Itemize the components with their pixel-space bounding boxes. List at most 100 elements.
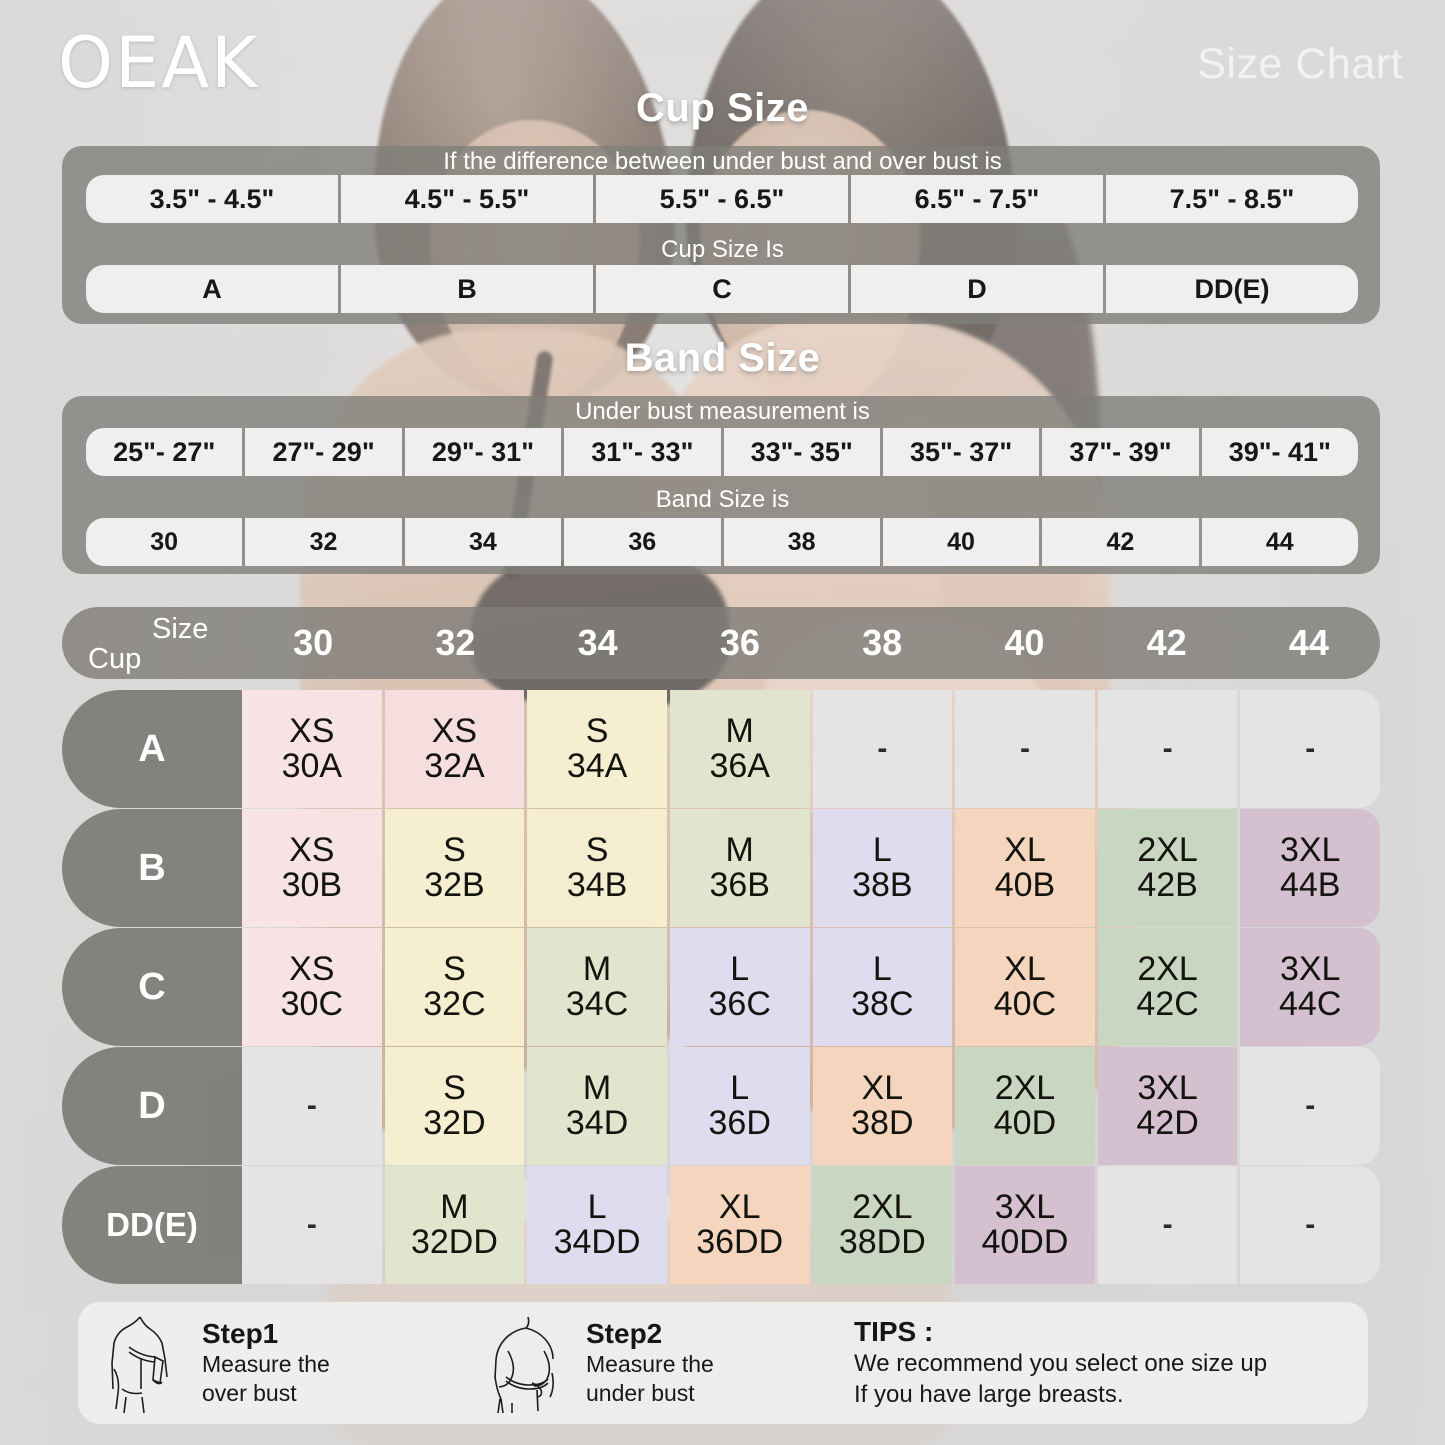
tips-block: TIPS : We recommend you select one size … bbox=[854, 1316, 1267, 1410]
band-number-cell-2: 34 bbox=[404, 518, 562, 566]
matrix-cell-44-B: 3XL 44B bbox=[1240, 809, 1380, 927]
empty-dash: - bbox=[306, 1208, 317, 1242]
brand-logo: OEAK bbox=[58, 22, 260, 104]
matrix-cell-38-DD(E): 2XL 38DD bbox=[812, 1166, 953, 1284]
cup-letter-cell-3: D bbox=[851, 265, 1103, 313]
cup-size-heading: Cup Size bbox=[636, 86, 809, 130]
cup-range-cell-3: 6.5" - 7.5" bbox=[851, 175, 1103, 223]
step2-block: Step2 Measure the under bust bbox=[454, 1311, 838, 1415]
cell-size-label: M bbox=[725, 711, 754, 750]
cell-size-label: L bbox=[872, 830, 892, 869]
cell-code-label: 40B bbox=[994, 866, 1056, 904]
cell-code-label: 36B bbox=[709, 866, 770, 904]
cell-size-label: M bbox=[725, 830, 754, 869]
cell-code-label: 34DD bbox=[553, 1223, 641, 1261]
cell-code-label: 42D bbox=[1136, 1104, 1199, 1142]
matrix-row-A: A XS 30A XS 32A S 34A M 36A - - - - bbox=[62, 690, 1380, 808]
band-range-cell-3: 31"- 33" bbox=[564, 428, 721, 476]
matrix-cell-42-D: 3XL 42D bbox=[1097, 1047, 1238, 1165]
tips-line2: If you have large breasts. bbox=[854, 1381, 1124, 1408]
cell-code-label: 34C bbox=[565, 985, 629, 1023]
matrix-cell-36-A: M 36A bbox=[669, 690, 810, 808]
cell-code-label: 30C bbox=[280, 985, 343, 1023]
cell-code-label: 40D bbox=[993, 1104, 1057, 1142]
matrix-cell-40-B: XL 40B bbox=[955, 809, 1095, 927]
cup-letter-cell-4: DD(E) bbox=[1106, 265, 1358, 313]
empty-dash: - bbox=[1305, 1089, 1316, 1123]
cup-letter-row: A B C D DD(E) bbox=[86, 265, 1358, 313]
empty-dash: - bbox=[1162, 1208, 1173, 1242]
matrix-cell-empty-42-DD(E): - bbox=[1097, 1166, 1238, 1284]
matrix-cell-34-D: M 34D bbox=[527, 1047, 667, 1165]
step1-title: Step1 bbox=[202, 1318, 279, 1350]
matrix-row-B: B XS 30B S 32B S 34B M 36B L 38B XL 40B 2XL 42B 3XL 44B bbox=[62, 809, 1380, 927]
cell-size-label: S bbox=[443, 830, 466, 869]
matrix-cell-40-DD(E): 3XL 40DD bbox=[955, 1166, 1095, 1284]
matrix-cell-40-D: 2XL 40D bbox=[955, 1047, 1095, 1165]
empty-dash: - bbox=[1305, 1208, 1316, 1242]
band-range-cell-4: 33"- 35" bbox=[723, 428, 880, 476]
matrix-col-header-44: 44 bbox=[1288, 622, 1329, 663]
cell-code-label: 44C bbox=[1279, 985, 1342, 1023]
band-number-cell-6: 42 bbox=[1042, 518, 1199, 566]
band-caption-top: Under bust measurement is bbox=[575, 398, 870, 425]
band-range-row: 25"- 27" 27"- 29" 29"- 31" 31"- 33" 33"- 35"… bbox=[86, 428, 1358, 476]
matrix-col-header-40: 40 bbox=[1004, 622, 1045, 663]
matrix-cell-empty-30-D: - bbox=[242, 1047, 382, 1165]
band-number-cell-5: 40 bbox=[882, 518, 1040, 566]
cell-code-label: 38DD bbox=[838, 1223, 926, 1261]
matrix-header-row: Size Cup 30 32 34 36 38 40 42 44 bbox=[62, 607, 1380, 679]
cell-size-label: 3XL bbox=[994, 1187, 1056, 1226]
band-caption-bottom: Band Size is bbox=[655, 486, 790, 513]
matrix-cell-empty-44-A: - bbox=[1240, 690, 1380, 808]
cup-caption-bottom: Cup Size Is bbox=[661, 236, 784, 263]
cell-code-label: 32B bbox=[424, 866, 485, 904]
cell-size-label: M bbox=[440, 1187, 469, 1226]
cell-size-label: XL bbox=[1004, 949, 1046, 988]
empty-dash: - bbox=[1019, 732, 1030, 766]
cup-range-cell-1: 4.5" - 5.5" bbox=[341, 175, 593, 223]
cell-code-label: 34A bbox=[566, 747, 628, 785]
band-number-row: 30 32 34 36 38 40 42 44 bbox=[86, 518, 1358, 566]
page-title: Size Chart bbox=[1197, 40, 1403, 88]
matrix-cell-36-C: L 36C bbox=[669, 928, 810, 1046]
cell-size-label: 3XL bbox=[1279, 949, 1341, 988]
cup-letter-cell-0: A bbox=[86, 265, 338, 313]
cup-range-cell-4: 7.5" - 8.5" bbox=[1106, 175, 1358, 223]
band-number-cell-3: 36 bbox=[564, 518, 721, 566]
cup-letter-cell-1: B bbox=[341, 265, 593, 313]
matrix-row-header-DD(E): DD(E) bbox=[62, 1166, 242, 1284]
cell-size-label: XL bbox=[718, 1187, 761, 1226]
matrix-cell-34-B: S 34B bbox=[527, 809, 667, 927]
matrix-row-C: C XS 30C S 32C M 34C L 36C L 38C XL 40C 2XL 42C 3XL 44C bbox=[62, 928, 1380, 1046]
step2-line2: under bust bbox=[586, 1380, 695, 1407]
matrix-col-header-30: 30 bbox=[293, 622, 334, 663]
band-size-heading: Band Size bbox=[624, 336, 821, 380]
tips-title: TIPS : bbox=[854, 1315, 934, 1347]
matrix-cell-empty-38-A: - bbox=[812, 690, 953, 808]
band-range-cell-2: 29"- 31" bbox=[404, 428, 562, 476]
matrix-cell-36-DD(E): XL 36DD bbox=[669, 1166, 810, 1284]
cell-size-label: 3XL bbox=[1279, 830, 1341, 869]
band-number-cell-1: 32 bbox=[245, 518, 402, 566]
empty-dash: - bbox=[877, 732, 888, 766]
matrix-cell-36-D: L 36D bbox=[669, 1047, 810, 1165]
cell-size-label: L bbox=[587, 1187, 607, 1226]
cell-code-label: 34D bbox=[565, 1104, 629, 1142]
cell-code-label: 34B bbox=[566, 866, 628, 904]
band-range-cell-5: 35"- 37" bbox=[882, 428, 1040, 476]
cell-size-label: 2XL bbox=[852, 1187, 913, 1226]
matrix-row-cells: XS 30C S 32C M 34C L 36C L 38C XL 40C 2XL 42C 3XL 44C bbox=[242, 928, 1380, 1046]
cell-size-label: S bbox=[585, 711, 609, 750]
matrix-row-cells: XS 30A XS 32A S 34A M 36A - - - - bbox=[242, 690, 1380, 808]
band-number-cell-0: 30 bbox=[86, 518, 243, 566]
matrix-cell-empty-30-DD(E): - bbox=[242, 1166, 382, 1284]
band-range-cell-1: 27"- 29" bbox=[245, 428, 402, 476]
matrix-cell-34-A: S 34A bbox=[527, 690, 667, 808]
cell-code-label: 32DD bbox=[410, 1223, 498, 1261]
cell-size-label: 2XL bbox=[1137, 949, 1198, 988]
matrix-cell-30-C: XS 30C bbox=[242, 928, 382, 1046]
matrix-cell-30-A: XS 30A bbox=[242, 690, 382, 808]
cup-caption-top: If the difference between under bust and… bbox=[443, 148, 1002, 175]
corner-cup-label: Cup bbox=[88, 643, 142, 675]
